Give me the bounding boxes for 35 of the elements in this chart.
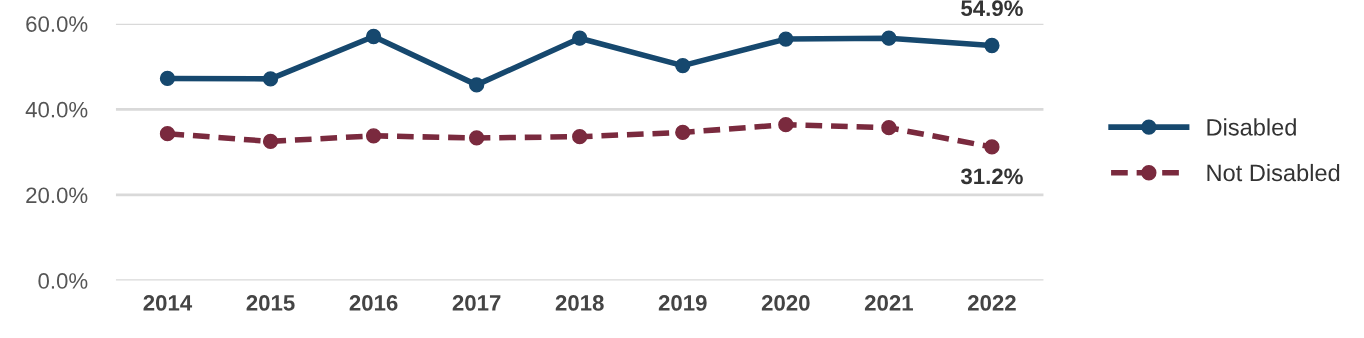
y-tick-label: 0.0%	[38, 273, 88, 289]
x-tick-label: 2019	[658, 295, 707, 311]
point	[675, 124, 691, 141]
point	[675, 57, 691, 74]
x-tick-label: 2022	[967, 295, 1016, 311]
x-tick-label: 2020	[761, 295, 810, 311]
point	[572, 129, 588, 145]
point	[159, 126, 176, 142]
point	[881, 30, 897, 46]
x-tick-label: 2015	[246, 295, 295, 311]
point	[778, 117, 794, 133]
point	[881, 120, 897, 136]
y-tick-label: 40.0%	[25, 101, 88, 118]
point	[572, 30, 588, 46]
legend-label: Disabled	[1207, 118, 1296, 136]
point	[365, 128, 382, 144]
x-tick-label: 2017	[452, 295, 501, 311]
point	[159, 70, 176, 87]
point	[984, 139, 1000, 155]
x-tick-label: 2018	[555, 295, 604, 311]
data-label: 54.9%	[961, 0, 1023, 17]
data-label: 31.2%	[960, 168, 1023, 185]
y-tick-label: 20.0%	[26, 187, 88, 204]
point	[469, 130, 485, 146]
legend-label: Not Disabled	[1207, 163, 1340, 182]
point	[365, 28, 382, 45]
x-tick-label: 2016	[349, 295, 398, 311]
point	[262, 133, 279, 150]
point	[778, 31, 794, 47]
x-tick-label: 2021	[864, 295, 913, 311]
point	[262, 71, 279, 87]
x-tick-label: 2014	[143, 295, 193, 311]
point	[984, 37, 1000, 54]
y-tick-label: 60.0%	[26, 16, 88, 32]
point	[469, 77, 485, 93]
